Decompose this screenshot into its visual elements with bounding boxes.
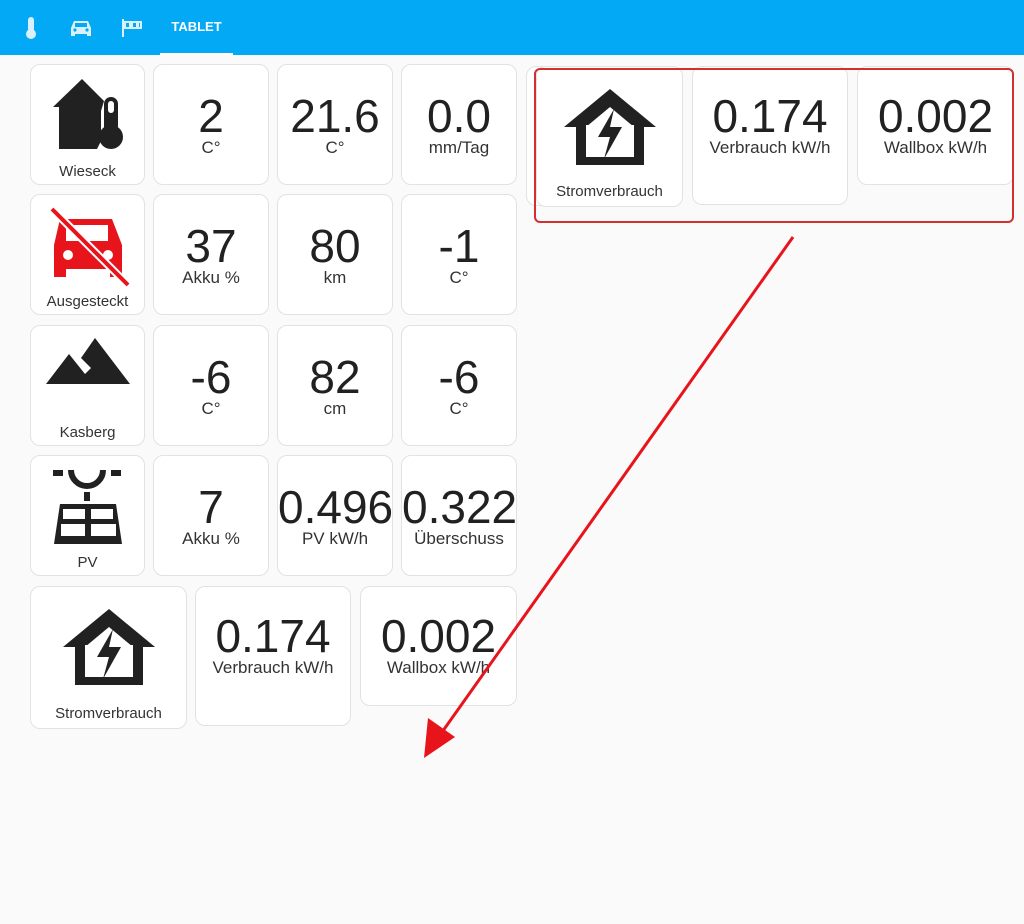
tile-value: 0.174 [215,610,331,662]
home-thermometer-icon [49,77,127,156]
tile-value: 0.496 [278,481,393,533]
entity-card[interactable]: Kasberg [30,325,145,446]
value-tile[interactable]: 0.174 Verbrauch kW/h [692,66,848,205]
value-tile[interactable]: 0.002 Wallbox kW/h [857,66,1014,185]
value-tile[interactable]: -6 C° [153,325,269,446]
tile-value: 21.6 [290,90,380,142]
entity-name: Wieseck [59,163,116,180]
tile-unit: Akku % [182,268,240,287]
value-tile[interactable]: 0.002 Wallbox kW/h [360,586,517,706]
tab-tablet[interactable]: TABLET [160,0,233,55]
tile-unit: km [323,268,347,287]
tile-unit: Wallbox kW/h [386,658,491,677]
value-tile[interactable]: 82 cm [277,325,393,446]
value-tile[interactable]: 37 Akku % [153,194,269,315]
value-tile[interactable]: 2 C° [153,64,269,185]
tile-value: 82 [309,351,361,403]
tile-value: 0.174 [712,90,828,142]
tile-value: 0.322 [402,481,517,533]
tile-unit: C° [325,138,345,157]
top-toolbar: TABLET [0,0,1024,55]
tab-car[interactable] [62,0,100,55]
home-lightning-icon [563,87,656,172]
tile-unit: PV kW/h [301,529,369,548]
tile-value: 0.002 [877,90,994,142]
tile-value: -6 [438,351,480,403]
tile-value: 2 [198,90,224,142]
entity-name: PV [77,554,98,571]
value-tile[interactable]: -1 C° [401,194,517,315]
entity-name: Stromverbrauch [55,705,162,722]
value-tile[interactable]: 21.6 C° [277,64,393,185]
value-tile[interactable]: 80 km [277,194,393,315]
tile-unit: cm [323,399,347,418]
value-tile[interactable]: -6 C° [401,325,517,446]
solar-panel-icon [49,468,127,551]
tile-unit: C° [449,268,469,287]
tile-value: -1 [438,220,480,272]
tile-unit: Überschuss [414,529,504,548]
highlight-box [534,68,1014,223]
car-icon [71,20,91,36]
tab-thermometer[interactable] [12,0,50,55]
tile-unit: Akku % [182,529,240,548]
tile-unit: Wallbox kW/h [883,138,988,157]
entity-card[interactable]: Stromverbrauch [30,586,187,729]
tile-value: 37 [185,220,237,272]
entity-name: Ausgesteckt [46,293,129,310]
tile-value: 80 [309,220,361,272]
tile-unit: C° [201,138,221,157]
value-tile[interactable]: 7 Akku % [153,455,269,576]
value-tile[interactable]: 0.174 Verbrauch kW/h [195,586,351,726]
entity-card[interactable]: Stromverbrauch [536,66,683,207]
entity-name: Kasberg [59,424,116,441]
tile-value: -6 [190,351,232,403]
windsock-icon [122,18,142,37]
tile-unit: mm/Tag [428,138,490,157]
tab-windsock[interactable] [112,0,152,55]
car-off-icon [46,206,131,292]
tile-unit: C° [201,399,221,418]
mountain-icon [45,338,130,393]
tile-unit: C° [449,399,469,418]
entity-card[interactable]: PV [30,455,145,576]
value-tile[interactable]: 0.322 Überschuss [401,455,517,576]
value-tile[interactable]: 0.0 mm/Tag [401,64,517,185]
tile-unit: Verbrauch kW/h [212,658,334,677]
entity-card[interactable]: Ausgesteckt [30,194,145,315]
tile-value: 0.002 [380,610,497,662]
tile-unit: Verbrauch kW/h [709,138,831,157]
value-tile[interactable]: 0.496 PV kW/h [277,455,393,576]
entity-name: Stromverbrauch [556,183,663,200]
thermometer-icon [26,16,36,39]
entity-card[interactable]: Wieseck [30,64,145,185]
home-lightning-icon [62,607,155,692]
tile-value: 0.0 [427,90,491,142]
tile-value: 7 [198,481,224,533]
